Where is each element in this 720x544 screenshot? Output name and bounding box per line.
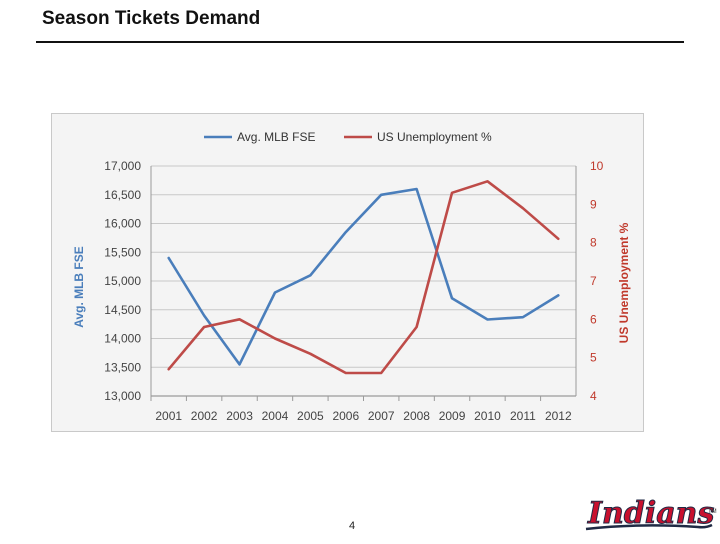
y2-tick-label: 6 — [590, 312, 597, 326]
y-tick-label: 16,500 — [104, 188, 141, 202]
y2-axis-label: US Unemployment % — [617, 222, 631, 343]
x-tick-label: 2005 — [297, 409, 324, 423]
y-tick-label: 14,000 — [104, 332, 141, 346]
y-tick-label: 14,500 — [104, 303, 141, 317]
y2-tick-label: 8 — [590, 236, 597, 250]
legend-entry: Avg. MLB FSE — [237, 130, 315, 144]
y2-tick-label: 7 — [590, 274, 597, 288]
indians-logo-mark: Indians TM — [580, 489, 720, 539]
logo-trademark: TM — [708, 509, 717, 515]
y-tick-label: 15,000 — [104, 274, 141, 288]
x-tick-label: 2012 — [545, 409, 572, 423]
y2-tick-label: 4 — [590, 389, 597, 403]
x-tick-label: 2009 — [439, 409, 466, 423]
slide-title: Season Tickets Demand — [42, 8, 260, 30]
page-number: 4 — [349, 520, 355, 532]
y-tick-label: 13,500 — [104, 360, 141, 374]
title-divider — [36, 41, 684, 43]
x-tick-label: 2008 — [403, 409, 430, 423]
right-axis-ticks: 4 5 6 7 8 9 10 — [590, 159, 604, 403]
y2-tick-label: 5 — [590, 351, 597, 365]
x-tick-label: 2001 — [155, 409, 182, 423]
indians-logo: Indians TM — [580, 489, 720, 544]
x-tick-label: 2010 — [474, 409, 501, 423]
y2-tick-label: 9 — [590, 197, 597, 211]
y2-tick-label: 10 — [590, 159, 604, 173]
y-tick-label: 15,500 — [104, 245, 141, 259]
line-chart: 13,000 13,500 14,000 14,500 15,000 15,500 16,0… — [52, 114, 645, 433]
chart-panel: 13,000 13,500 14,000 14,500 15,000 15,500 16,0… — [51, 113, 644, 432]
legend: Avg. MLB FSE US Unemployment % — [204, 130, 492, 144]
x-tick-label: 2007 — [368, 409, 395, 423]
y-axis-label: Avg. MLB FSE — [72, 246, 86, 328]
logo-wordmark: Indians — [587, 496, 714, 531]
y-tick-label: 13,000 — [104, 389, 141, 403]
x-tick-label: 2006 — [332, 409, 359, 423]
y-tick-label: 17,000 — [104, 159, 141, 173]
x-tick-label: 2004 — [262, 409, 289, 423]
x-tick-label: 2003 — [226, 409, 253, 423]
series-line-us-unemployment — [169, 181, 559, 373]
series-lines — [169, 181, 559, 373]
left-axis-ticks: 13,000 13,500 14,000 14,500 15,000 15,500 16,0… — [104, 159, 141, 403]
legend-entry: US Unemployment % — [377, 130, 492, 144]
x-tick-label: 2011 — [510, 409, 536, 423]
x-axis-ticks: 2001 2002 2003 2004 2005 2006 2007 2008 2009 2010… — [151, 396, 572, 423]
y-tick-label: 16,000 — [104, 217, 141, 231]
x-tick-label: 2002 — [191, 409, 218, 423]
